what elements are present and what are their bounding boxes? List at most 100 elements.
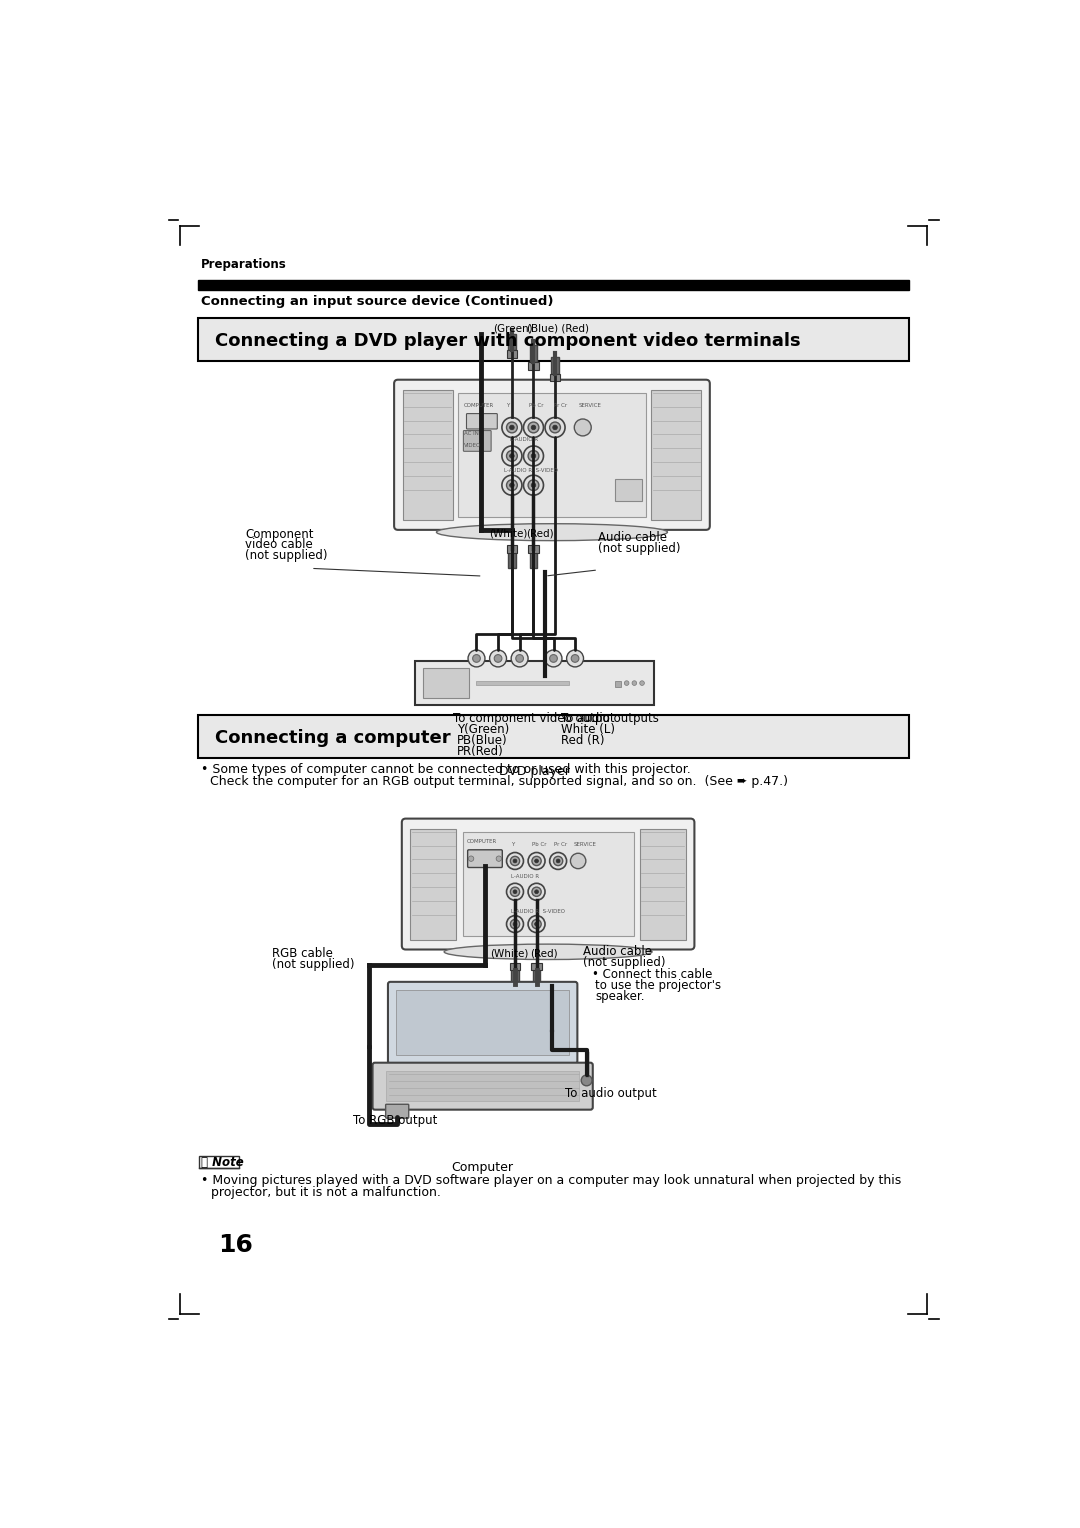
Text: SERVICE: SERVICE [578,403,600,408]
Circle shape [496,856,501,862]
Text: To audio outputs: To audio outputs [562,712,659,726]
Circle shape [469,856,474,862]
Circle shape [511,856,519,865]
Circle shape [567,649,583,666]
Bar [528,545,539,553]
Circle shape [624,681,629,686]
FancyBboxPatch shape [467,414,497,429]
Text: To RGB output: To RGB output [353,1114,437,1128]
Text: COMPUTER: COMPUTER [467,839,497,845]
Bar [396,990,569,1054]
Text: (not supplied): (not supplied) [245,549,328,562]
Circle shape [531,425,536,429]
Text: VIDEO: VIDEO [464,443,482,448]
Circle shape [516,654,524,662]
FancyBboxPatch shape [402,819,694,949]
Circle shape [639,681,645,686]
Text: Preparations: Preparations [201,258,286,270]
Text: Connecting a computer: Connecting a computer [215,729,450,747]
Circle shape [550,422,561,432]
Text: RGB cable: RGB cable [272,947,334,960]
Circle shape [507,451,517,461]
Bar [508,552,516,568]
Text: Pr Cr: Pr Cr [554,403,567,408]
Text: (Blue) (Red): (Blue) (Red) [527,324,590,335]
Circle shape [468,649,485,666]
Circle shape [510,454,514,458]
Text: PR(Red): PR(Red) [457,744,504,758]
Circle shape [507,915,524,932]
Circle shape [495,654,502,662]
Text: Computer: Computer [451,1160,514,1174]
Circle shape [511,649,528,666]
Circle shape [553,856,563,865]
Text: L-AUDIO R  S-VIDEO: L-AUDIO R S-VIDEO [511,909,565,914]
Text: Y(Green): Y(Green) [457,723,510,736]
Circle shape [528,853,545,869]
Circle shape [550,853,567,869]
Circle shape [502,446,522,466]
Text: Pb Cr: Pb Cr [529,403,543,408]
Circle shape [550,654,557,662]
Circle shape [524,446,543,466]
Circle shape [556,859,561,863]
Ellipse shape [444,944,652,960]
Text: speaker.: speaker. [595,990,645,1002]
Circle shape [528,915,545,932]
Bar [510,963,521,970]
Circle shape [632,681,636,686]
Circle shape [473,654,481,662]
Text: SERVICE: SERVICE [573,842,596,847]
Circle shape [513,859,517,863]
Text: • Some types of computer cannot be connected to or used with this projector.: • Some types of computer cannot be conne… [201,762,690,776]
Bar [198,280,909,290]
Circle shape [511,920,519,929]
Text: Pb Cr: Pb Cr [532,842,546,847]
Text: AC IN: AC IN [464,431,480,435]
Bar [198,318,909,361]
FancyBboxPatch shape [415,660,653,706]
Bar [531,963,542,970]
FancyBboxPatch shape [394,380,710,530]
Text: DVD player: DVD player [499,764,569,778]
Text: (Green): (Green) [494,324,534,335]
Text: White (L): White (L) [562,723,616,736]
Text: COMPUTER: COMPUTER [464,403,495,408]
Text: To component video output: To component video output [454,712,615,726]
Circle shape [507,480,517,490]
Text: (White): (White) [489,529,527,539]
Text: (not supplied): (not supplied) [272,958,355,970]
Bar [550,373,561,382]
Circle shape [528,480,539,490]
Text: L-AUDIO R: L-AUDIO R [511,874,539,879]
Bar [551,356,558,373]
Text: Check the computer for an RGB output terminal, supported signal, and so on.  (Se: Check the computer for an RGB output ter… [211,776,788,788]
Circle shape [535,889,539,894]
Circle shape [532,888,541,897]
Text: • Connect this cable: • Connect this cable [592,969,713,981]
FancyBboxPatch shape [386,1105,408,1118]
Circle shape [532,856,541,865]
Circle shape [535,923,539,926]
Circle shape [528,422,539,432]
Bar [511,969,518,984]
Circle shape [570,853,585,868]
Text: 📝 Note: 📝 Note [201,1155,244,1169]
Circle shape [502,475,522,495]
Text: (White): (White) [490,949,529,958]
Circle shape [545,417,565,437]
Circle shape [511,888,519,897]
Text: (not supplied): (not supplied) [583,955,665,969]
Circle shape [545,649,562,666]
Bar [532,969,540,984]
FancyBboxPatch shape [388,983,578,1063]
Text: To audio output: To audio output [565,1088,657,1100]
Circle shape [524,417,543,437]
Text: Connecting a DVD player with component video terminals: Connecting a DVD player with component v… [215,332,800,350]
Circle shape [553,425,557,429]
Bar [198,715,909,758]
Text: Red (R): Red (R) [562,733,605,747]
Circle shape [575,419,591,435]
Circle shape [510,425,514,429]
FancyBboxPatch shape [200,1155,240,1169]
